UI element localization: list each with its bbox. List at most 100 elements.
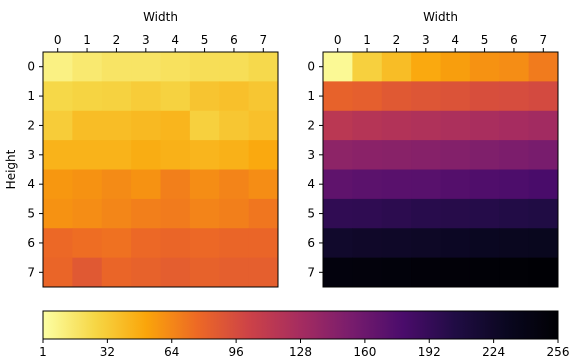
heatmap-cell bbox=[411, 228, 441, 259]
heatmap-cell bbox=[323, 81, 353, 112]
heatmap-cell bbox=[101, 81, 132, 112]
heatmap-cell bbox=[469, 140, 500, 170]
heatmap-cell bbox=[381, 110, 412, 141]
x-tick-label: 3 bbox=[422, 33, 430, 47]
heatmap-cell bbox=[381, 140, 412, 170]
heatmap-cell bbox=[72, 257, 103, 288]
heatmap-cell bbox=[160, 140, 191, 170]
x-tick-label: 2 bbox=[393, 33, 401, 47]
heatmap-cell bbox=[160, 81, 191, 112]
heatmap-cell bbox=[101, 110, 132, 141]
heatmap-cell bbox=[43, 140, 73, 170]
heatmap-cell bbox=[381, 228, 412, 259]
heatmap-height-width-left: 0 1 2 3 4 5 6 7 0 1 2 3 4 5 6 7 Width Height bbox=[4, 10, 279, 288]
heatmap-cell bbox=[43, 228, 73, 259]
heatmap-cell bbox=[469, 198, 500, 229]
colorbar-tick-label: 1 bbox=[39, 345, 47, 359]
heatmap-cell bbox=[131, 257, 161, 288]
heatmap-cell bbox=[528, 169, 559, 200]
heatmap-cell bbox=[160, 169, 191, 200]
heatmap-cell bbox=[219, 228, 250, 259]
y-tick-label: 5 bbox=[27, 207, 35, 221]
heatmap-cell bbox=[411, 140, 441, 170]
heatmap-cell bbox=[131, 228, 161, 259]
heatmap-cell bbox=[189, 198, 220, 229]
heatmap-cell bbox=[352, 257, 383, 288]
heatmap-cell bbox=[440, 110, 471, 141]
colorbar-tick-label: 32 bbox=[100, 345, 115, 359]
heatmap-cell bbox=[323, 198, 353, 229]
x-tick-label: 1 bbox=[83, 33, 91, 47]
x-tick-label: 0 bbox=[334, 33, 342, 47]
heatmap-cell bbox=[72, 228, 103, 259]
heatmap-cell bbox=[352, 140, 383, 170]
heatmap-cell bbox=[499, 140, 530, 170]
heatmap-cell bbox=[160, 228, 191, 259]
x-tick-label: 7 bbox=[259, 33, 267, 47]
heatmap-cell bbox=[43, 52, 73, 82]
heatmap-cell bbox=[189, 169, 220, 200]
heatmap-cell bbox=[72, 81, 103, 112]
heatmap-cell bbox=[528, 198, 559, 229]
heatmap-cell bbox=[43, 257, 73, 288]
heatmap-cell bbox=[528, 81, 559, 112]
y-tick-label: 2 bbox=[307, 118, 315, 132]
y-tick-label: 0 bbox=[307, 60, 315, 74]
heatmap-cell bbox=[248, 52, 279, 82]
heatmap-cell bbox=[469, 110, 500, 141]
x-tick-label: 6 bbox=[230, 33, 238, 47]
heatmap-cell bbox=[101, 140, 132, 170]
heatmap-cell bbox=[499, 81, 530, 112]
heatmap-cell bbox=[528, 52, 559, 82]
heatmap-cell bbox=[440, 81, 471, 112]
colorbar-tick-label: 160 bbox=[353, 345, 376, 359]
heatmap-cell bbox=[189, 257, 220, 288]
heatmap-cell bbox=[381, 169, 412, 200]
y-tick-label: 4 bbox=[27, 177, 35, 191]
heatmap-cell bbox=[72, 169, 103, 200]
x-tick-label: 1 bbox=[363, 33, 371, 47]
heatmap-cell bbox=[189, 110, 220, 141]
heatmap-cell bbox=[411, 110, 441, 141]
heatmap-cell bbox=[323, 140, 353, 170]
heatmap-cell bbox=[469, 169, 500, 200]
heatmap-cell bbox=[381, 198, 412, 229]
y-tick-label: 4 bbox=[307, 177, 315, 191]
heatmap-cell bbox=[219, 81, 250, 112]
heatmap-cell bbox=[528, 110, 559, 141]
heatmap-cell bbox=[43, 110, 73, 141]
x-tick-label: 4 bbox=[451, 33, 459, 47]
heatmap-cell bbox=[440, 52, 471, 82]
heatmap-cell bbox=[352, 110, 383, 141]
heatmap-cell bbox=[43, 81, 73, 112]
heatmap-cell bbox=[101, 198, 132, 229]
y-axis-label: Height bbox=[4, 149, 18, 189]
heatmap-cell bbox=[352, 198, 383, 229]
x-axis-label: Width bbox=[143, 10, 178, 24]
heatmap-cell bbox=[219, 110, 250, 141]
x-tick-label: 2 bbox=[113, 33, 121, 47]
plot-frame bbox=[322, 51, 559, 288]
heatmap-cell bbox=[440, 257, 471, 288]
heatmap-cell bbox=[219, 169, 250, 200]
heatmap-cell bbox=[469, 81, 500, 112]
heatmap-cell bbox=[43, 169, 73, 200]
heatmap-cell bbox=[160, 110, 191, 141]
colorbar-gradient bbox=[42, 310, 559, 340]
heatmap-cell bbox=[248, 169, 279, 200]
heatmap-cell bbox=[131, 169, 161, 200]
heatmap-cell bbox=[352, 81, 383, 112]
heatmap-cell bbox=[499, 110, 530, 141]
heatmap-cell bbox=[248, 140, 279, 170]
heatmap-cell bbox=[469, 52, 500, 82]
heatmap-cell bbox=[352, 52, 383, 82]
heatmap-cell bbox=[219, 198, 250, 229]
heatmap-cell bbox=[189, 52, 220, 82]
heatmap-cell bbox=[72, 52, 103, 82]
x-tick-label: 0 bbox=[54, 33, 62, 47]
heatmap-cell bbox=[499, 198, 530, 229]
heatmap-cell bbox=[72, 198, 103, 229]
heatmap-cell bbox=[440, 198, 471, 229]
heatmap-cell bbox=[381, 52, 412, 82]
heatmap-cell bbox=[469, 228, 500, 259]
